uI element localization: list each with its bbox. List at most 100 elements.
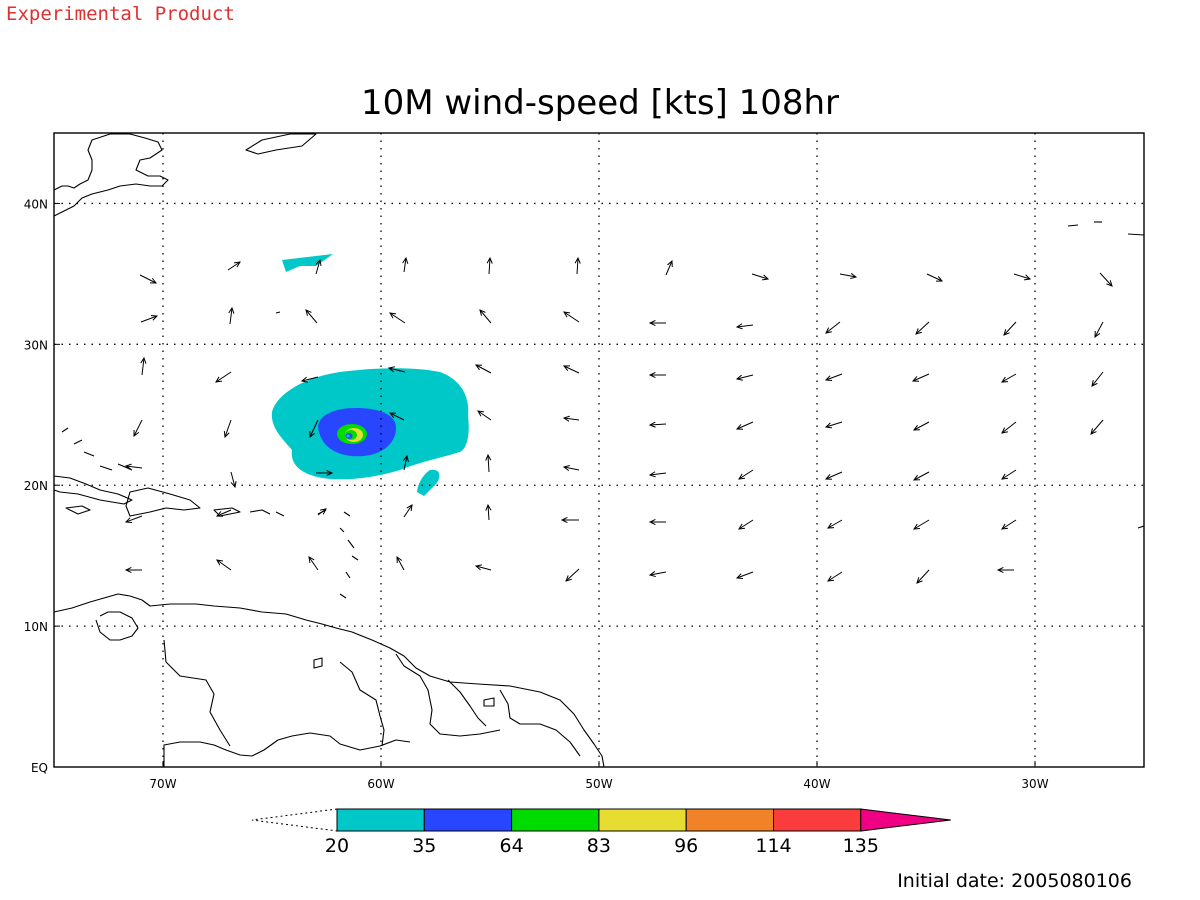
wind-vector-shaft: [396, 556, 405, 571]
colorbar-swatch: [511, 808, 600, 832]
wind-vector-shaft: [736, 324, 754, 328]
wind-vector-head: [216, 559, 223, 566]
wind-vector-shaft: [125, 515, 143, 523]
wind-vector-head: [824, 422, 833, 429]
wind-vector-head: [124, 517, 133, 524]
coast-nova-scotia: [245, 133, 317, 155]
wind-vector-head: [562, 465, 570, 472]
coast-bermuda: [275, 311, 281, 314]
coast-bahamas: [61, 427, 133, 471]
wind-vector-head: [485, 453, 492, 461]
wind-vector-shaft: [915, 321, 930, 335]
wind-vector-head: [1001, 523, 1009, 530]
wind-vector-shaft: [1091, 371, 1104, 387]
wind-vector-head: [228, 306, 235, 314]
border-venezuela-guyana: [339, 661, 385, 747]
wind-vector-shaft: [839, 273, 857, 278]
colorbar-level-label: 20: [325, 835, 349, 857]
wind-vector-shaft: [738, 469, 754, 480]
wind-vector-head: [1001, 427, 1008, 434]
wind-vector-head: [300, 376, 308, 383]
wind-vector-head: [562, 415, 570, 422]
wind-vector-head: [223, 430, 230, 439]
coast-south-america: [53, 593, 605, 768]
wind-vector-shaft: [736, 571, 754, 579]
wind-vector-head: [140, 356, 147, 364]
wind-vectors: [124, 256, 1113, 584]
lon-tick-label: 50W: [585, 777, 612, 791]
wind-vector-head: [479, 309, 486, 316]
wind-vector-shaft: [649, 472, 667, 476]
wind-vector-shaft: [576, 257, 579, 275]
colorbar-level-label: 96: [674, 835, 698, 857]
wind-vector-head: [911, 376, 920, 382]
wind-vector-head: [233, 261, 241, 268]
wind-vector-head: [735, 374, 743, 381]
wind-vector-shaft: [216, 559, 232, 571]
wind-vector-shaft: [916, 569, 930, 584]
border-venezuela-colombia: [163, 639, 231, 747]
wind-vector-head: [648, 371, 656, 379]
coastlines: [53, 133, 1145, 768]
colorbar-swatch: [773, 808, 862, 832]
wind-vector-head: [562, 365, 571, 371]
wind-vector-shaft: [140, 315, 158, 323]
wind-vector-head: [560, 516, 568, 524]
wind-vector-shaft: [139, 274, 157, 284]
wind-vector-shaft: [309, 419, 319, 438]
wind-vector-shaft: [1001, 373, 1017, 383]
wind-vector-head: [827, 575, 835, 582]
wind-vector-head: [320, 508, 327, 515]
wind-vector-head: [827, 522, 835, 529]
wind-vector-head: [825, 327, 832, 334]
wind-vector-shaft: [825, 471, 843, 480]
wind-vector-shaft: [913, 421, 930, 431]
wind-vector-head: [149, 277, 158, 284]
colorbar-level-label: 83: [587, 835, 611, 857]
wind-vector-head: [565, 575, 572, 582]
colorbar-swatch: [685, 808, 775, 832]
wind-vector-head: [230, 481, 237, 489]
wind-vector-head: [486, 256, 493, 264]
wind-speed-shading: [271, 254, 469, 496]
wind-vector-shaft: [649, 571, 667, 576]
colorbar-swatch: [423, 808, 513, 832]
wind-vector-head: [648, 319, 656, 327]
wind-vector-shaft: [827, 571, 843, 582]
wind-vector-shaft: [389, 312, 406, 324]
wind-vector-shaft: [1094, 321, 1104, 338]
coast-venezuela-interior: [95, 611, 139, 641]
lon-tick-label: 40W: [803, 777, 830, 791]
shade-20-35-north: [282, 254, 333, 272]
wind-vector-shaft: [224, 419, 232, 438]
wind-vector-head: [735, 424, 744, 430]
wind-vector-head: [1106, 280, 1113, 287]
wind-vector-head: [563, 311, 571, 318]
wind-vector-shaft: [1001, 469, 1017, 480]
wind-vector-head: [916, 577, 923, 584]
wind-vector-shaft: [230, 471, 236, 488]
wind-vector-shaft: [736, 421, 754, 430]
wind-vector-shaft: [479, 309, 492, 324]
wind-vector-shaft: [317, 508, 327, 516]
colorbar-swatch: [336, 808, 425, 832]
coast-hispaniola: [125, 487, 201, 517]
wind-vector-shaft: [229, 307, 233, 325]
wind-vector-shaft: [403, 504, 413, 518]
wind-vector-head: [474, 564, 482, 571]
wind-vector-head: [402, 256, 409, 264]
wind-vector-shaft: [827, 519, 843, 529]
initial-date-label: Initial date: 2005080106: [897, 870, 1132, 892]
wind-vector-head: [574, 256, 581, 264]
wind-vector-head: [477, 410, 485, 417]
wind-vector-head: [124, 566, 132, 574]
wind-vector-head: [996, 566, 1004, 574]
wind-vector-head: [850, 273, 858, 280]
wind-vector-shaft: [487, 504, 490, 521]
coast-jamaica: [65, 505, 91, 515]
border-guyana-suriname: [395, 653, 501, 737]
wind-vector-shaft: [301, 376, 319, 382]
wind-vector-head: [387, 366, 395, 373]
wind-vector-shaft: [488, 257, 491, 275]
wind-vector-head: [133, 429, 140, 438]
